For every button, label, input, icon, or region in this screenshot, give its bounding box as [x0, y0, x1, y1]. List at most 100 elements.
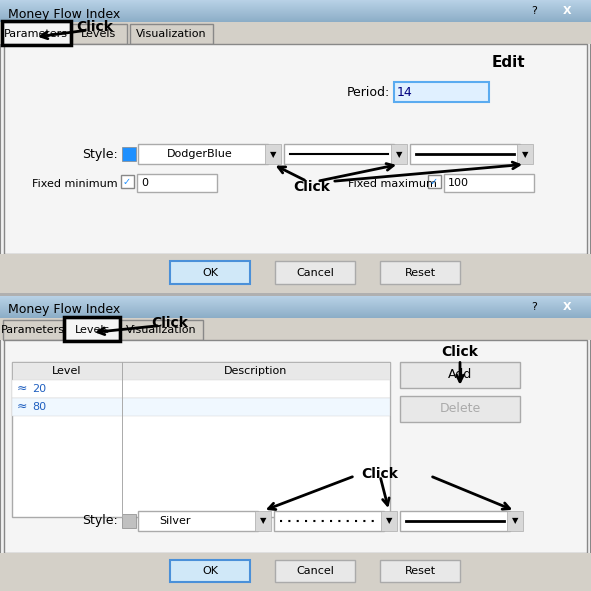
FancyBboxPatch shape [410, 144, 520, 164]
FancyBboxPatch shape [400, 395, 520, 422]
FancyBboxPatch shape [137, 174, 217, 192]
FancyBboxPatch shape [275, 560, 355, 582]
Text: Levels: Levels [74, 324, 109, 335]
FancyBboxPatch shape [122, 514, 136, 528]
FancyBboxPatch shape [0, 300, 591, 301]
FancyBboxPatch shape [170, 261, 250, 284]
Text: 20: 20 [32, 384, 46, 394]
Text: Cancel: Cancel [296, 268, 334, 278]
Text: Levels: Levels [82, 29, 116, 39]
FancyBboxPatch shape [548, 298, 586, 314]
FancyBboxPatch shape [380, 560, 460, 582]
Text: Click: Click [441, 345, 479, 359]
Text: Parameters: Parameters [4, 29, 68, 39]
FancyBboxPatch shape [12, 362, 390, 379]
FancyBboxPatch shape [548, 3, 586, 19]
FancyBboxPatch shape [12, 398, 390, 415]
Text: ▼: ▼ [269, 150, 276, 159]
FancyBboxPatch shape [0, 304, 591, 306]
FancyBboxPatch shape [0, 0, 591, 293]
FancyBboxPatch shape [72, 24, 127, 44]
FancyBboxPatch shape [3, 22, 70, 45]
Text: DodgerBlue: DodgerBlue [167, 150, 233, 160]
Text: Fixed maximum: Fixed maximum [348, 179, 437, 189]
FancyBboxPatch shape [0, 296, 591, 297]
Text: X: X [563, 301, 571, 311]
FancyBboxPatch shape [120, 320, 203, 340]
FancyBboxPatch shape [255, 511, 271, 531]
FancyBboxPatch shape [0, 1, 591, 2]
FancyBboxPatch shape [0, 14, 591, 15]
Text: Fixed minimum: Fixed minimum [33, 179, 118, 189]
Text: Edit: Edit [491, 54, 525, 70]
Text: ≈: ≈ [17, 382, 28, 395]
FancyBboxPatch shape [274, 511, 384, 531]
Text: Cancel: Cancel [296, 566, 334, 576]
FancyBboxPatch shape [0, 255, 591, 293]
FancyBboxPatch shape [0, 20, 591, 21]
FancyBboxPatch shape [138, 144, 268, 164]
FancyBboxPatch shape [391, 144, 407, 164]
FancyBboxPatch shape [121, 176, 134, 189]
Text: ?: ? [531, 301, 537, 311]
FancyBboxPatch shape [0, 553, 591, 591]
FancyBboxPatch shape [381, 511, 397, 531]
Text: 100: 100 [448, 178, 469, 189]
Text: OK: OK [202, 566, 218, 576]
Text: Style:: Style: [82, 148, 118, 161]
FancyBboxPatch shape [0, 314, 591, 316]
FancyBboxPatch shape [0, 298, 591, 300]
FancyBboxPatch shape [0, 301, 591, 303]
FancyBboxPatch shape [0, 10, 591, 11]
FancyBboxPatch shape [0, 13, 591, 14]
Text: Reset: Reset [404, 566, 436, 576]
Text: ✓: ✓ [123, 177, 131, 187]
FancyBboxPatch shape [0, 2, 591, 3]
FancyBboxPatch shape [12, 379, 390, 398]
Text: Visualization: Visualization [136, 29, 206, 39]
FancyBboxPatch shape [12, 362, 390, 517]
FancyBboxPatch shape [0, 12, 591, 13]
FancyBboxPatch shape [0, 22, 591, 44]
Text: Click: Click [77, 20, 113, 34]
Text: Reset: Reset [404, 268, 436, 278]
Text: 0: 0 [141, 178, 148, 189]
Text: ?: ? [531, 6, 537, 16]
FancyBboxPatch shape [0, 9, 591, 10]
Text: Silver: Silver [159, 516, 191, 526]
FancyBboxPatch shape [523, 3, 545, 19]
FancyBboxPatch shape [0, 317, 591, 340]
FancyBboxPatch shape [400, 362, 520, 388]
FancyBboxPatch shape [507, 511, 523, 531]
FancyBboxPatch shape [0, 21, 591, 22]
Text: Style:: Style: [82, 514, 118, 527]
Text: Period:: Period: [347, 86, 390, 99]
FancyBboxPatch shape [3, 320, 63, 340]
Text: Click: Click [294, 180, 330, 194]
Text: Delete: Delete [439, 402, 480, 415]
FancyBboxPatch shape [0, 297, 591, 298]
FancyBboxPatch shape [0, 0, 591, 1]
Text: Visualization: Visualization [126, 324, 196, 335]
FancyBboxPatch shape [0, 19, 591, 20]
FancyBboxPatch shape [138, 511, 258, 531]
FancyBboxPatch shape [0, 313, 591, 314]
Text: Money Flow Index: Money Flow Index [8, 8, 120, 21]
FancyBboxPatch shape [0, 3, 591, 4]
Text: Click: Click [151, 316, 189, 330]
FancyBboxPatch shape [0, 306, 591, 307]
FancyBboxPatch shape [0, 7, 591, 8]
Text: 14: 14 [397, 86, 413, 99]
Text: Add: Add [448, 368, 472, 381]
FancyBboxPatch shape [0, 11, 591, 12]
FancyBboxPatch shape [517, 144, 533, 164]
FancyBboxPatch shape [0, 311, 591, 313]
FancyBboxPatch shape [444, 174, 534, 192]
FancyBboxPatch shape [0, 16, 591, 17]
FancyBboxPatch shape [275, 261, 355, 284]
FancyBboxPatch shape [0, 316, 591, 317]
Text: Level: Level [52, 366, 82, 376]
Text: ▼: ▼ [386, 517, 392, 525]
FancyBboxPatch shape [0, 6, 591, 7]
FancyBboxPatch shape [65, 317, 119, 340]
